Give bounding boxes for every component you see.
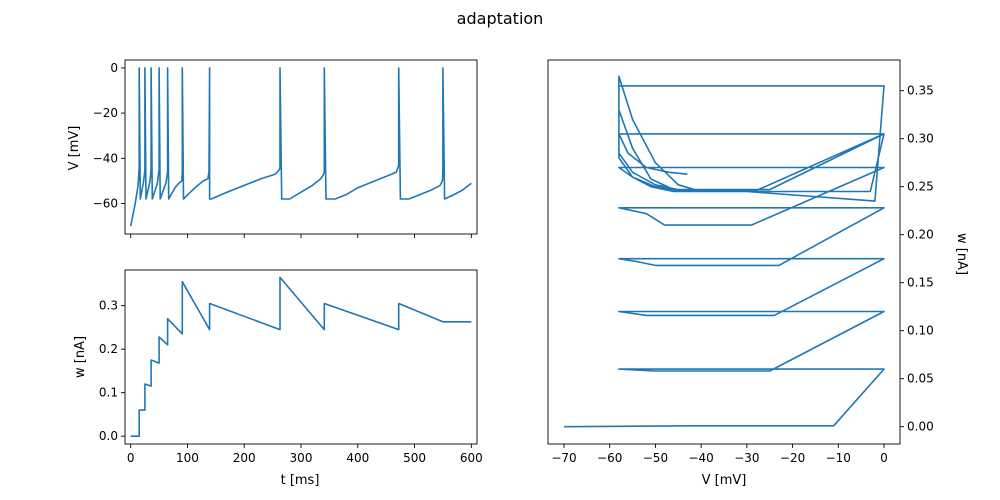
- phase-plane-xtick-label: −30: [734, 451, 759, 465]
- phase-plane-ytick-label: 0.35: [907, 84, 934, 98]
- adaptation-trace-ytick-label: 0.1: [99, 386, 118, 400]
- phase-plane-xtick-label: −60: [597, 451, 622, 465]
- adaptation-trace-xtick-label: 600: [460, 451, 483, 465]
- phase-plane-ytick-label: 0.30: [907, 132, 934, 146]
- voltage-trace-axes-frame: [124, 59, 478, 235]
- adaptation-trace-series-line-0: [130, 276, 472, 438]
- figure-title: adaptation: [457, 9, 544, 28]
- phase-plane-panel: V [mV] w [nA] −70 −60 −50 −40 −30 −20 −10 0 0.00…: [547, 59, 969, 488]
- phase-plane-xtick-label: −50: [643, 451, 668, 465]
- adaptation-trace-xtick-label: 200: [233, 451, 256, 465]
- adaptation-trace-ytick-label: 0.2: [99, 342, 118, 356]
- adaptation-trace-xlabel: t [ms]: [281, 473, 320, 488]
- phase-plane-xtick-label: −70: [551, 451, 576, 465]
- phase-plane-ytick-label: 0.25: [907, 180, 934, 194]
- voltage-trace-ytick-label: −60: [93, 196, 118, 210]
- phase-plane-ytick-label: 0.10: [907, 324, 934, 338]
- phase-plane-xtick-label: −20: [780, 451, 805, 465]
- phase-plane-ytick-label: 0.05: [907, 372, 934, 386]
- adaptation-trace-xtick-label: 400: [346, 451, 369, 465]
- adaptation-trace-ytick-label: 0.0: [99, 429, 118, 443]
- adaptation-trace-xtick-label: 500: [403, 451, 426, 465]
- adaptation-trace-ylabel: w [nA]: [73, 336, 88, 378]
- voltage-trace-series-line-0: [129, 67, 472, 227]
- phase-plane-ytick-label: 0.15: [907, 276, 934, 290]
- phase-plane-xlabel: V [mV]: [702, 473, 747, 488]
- phase-plane-ytick-label: 0.20: [907, 228, 934, 242]
- adaptation-trace-xtick-label: 100: [176, 451, 199, 465]
- adaptation-trace-panel: t [ms] w [nA] 0 100 200 300 400 500 600 0.0 0.1 0…: [73, 269, 483, 488]
- voltage-trace-ytick-label: −40: [93, 151, 118, 165]
- adaptation-trace-xtick-label: 300: [290, 451, 313, 465]
- adaptation-trace-axes-frame: [124, 269, 478, 445]
- adaptation-trace-xtick-label: 0: [127, 451, 135, 465]
- phase-plane-xtick-label: −10: [826, 451, 851, 465]
- phase-plane-axes-frame: [547, 59, 901, 445]
- phase-plane-ytick-label: 0.00: [907, 420, 934, 434]
- phase-plane-series-line-0: [563, 75, 885, 428]
- phase-plane-xtick-label: 0: [880, 451, 888, 465]
- adaptation-trace-ytick-label: 0.3: [99, 299, 118, 313]
- voltage-trace-panel: V [mV] −60 −40 −20 0: [67, 59, 478, 238]
- voltage-trace-ytick-label: −20: [93, 106, 118, 120]
- phase-plane-xtick-label: −40: [688, 451, 713, 465]
- voltage-trace-ytick-label: 0: [110, 61, 118, 75]
- voltage-trace-ylabel: V [mV]: [67, 126, 82, 171]
- phase-plane-ylabel: w [nA]: [954, 233, 969, 275]
